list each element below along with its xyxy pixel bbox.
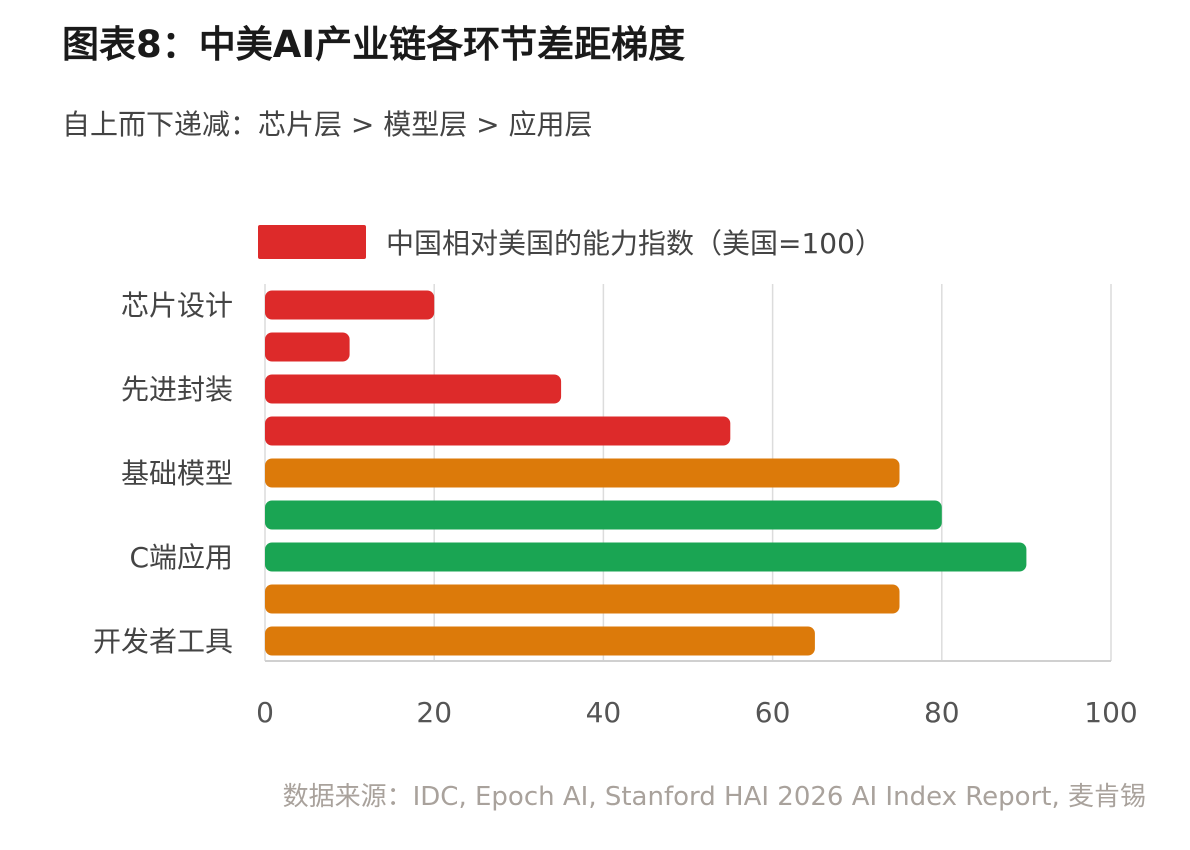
bar xyxy=(265,416,731,446)
bar xyxy=(265,626,815,656)
x-tick-label: 60 xyxy=(755,696,791,729)
y-category-label: C端应用 xyxy=(129,541,233,574)
bar xyxy=(265,500,942,530)
legend-swatch xyxy=(258,225,366,259)
x-tick-label: 80 xyxy=(924,696,960,729)
source-note: 数据来源：IDC, Epoch AI, Stanford HAI 2026 AI… xyxy=(282,782,1146,812)
x-tick-label: 40 xyxy=(586,696,622,729)
bar xyxy=(265,458,900,488)
bar xyxy=(265,332,350,362)
chart-subtitle: 自上而下递减：芯片层 > 模型层 > 应用层 xyxy=(62,108,593,141)
y-category-label: 基础模型 xyxy=(121,457,233,490)
legend-label: 中国相对美国的能力指数（美国=100） xyxy=(386,227,883,260)
legend: 中国相对美国的能力指数（美国=100） xyxy=(258,222,883,262)
bar xyxy=(265,290,435,320)
y-category-label: 开发者工具 xyxy=(93,625,233,658)
bar xyxy=(265,374,562,404)
bar xyxy=(265,542,1027,572)
chart-title: 图表8：中美AI产业链各环节差距梯度 xyxy=(62,23,686,66)
y-category-label: 先进封装 xyxy=(121,373,233,406)
x-tick-label: 20 xyxy=(416,696,452,729)
x-tick-label: 0 xyxy=(256,696,274,729)
bar xyxy=(265,584,900,614)
x-tick-label: 100 xyxy=(1084,696,1137,729)
y-category-label: 芯片设计 xyxy=(121,289,233,322)
